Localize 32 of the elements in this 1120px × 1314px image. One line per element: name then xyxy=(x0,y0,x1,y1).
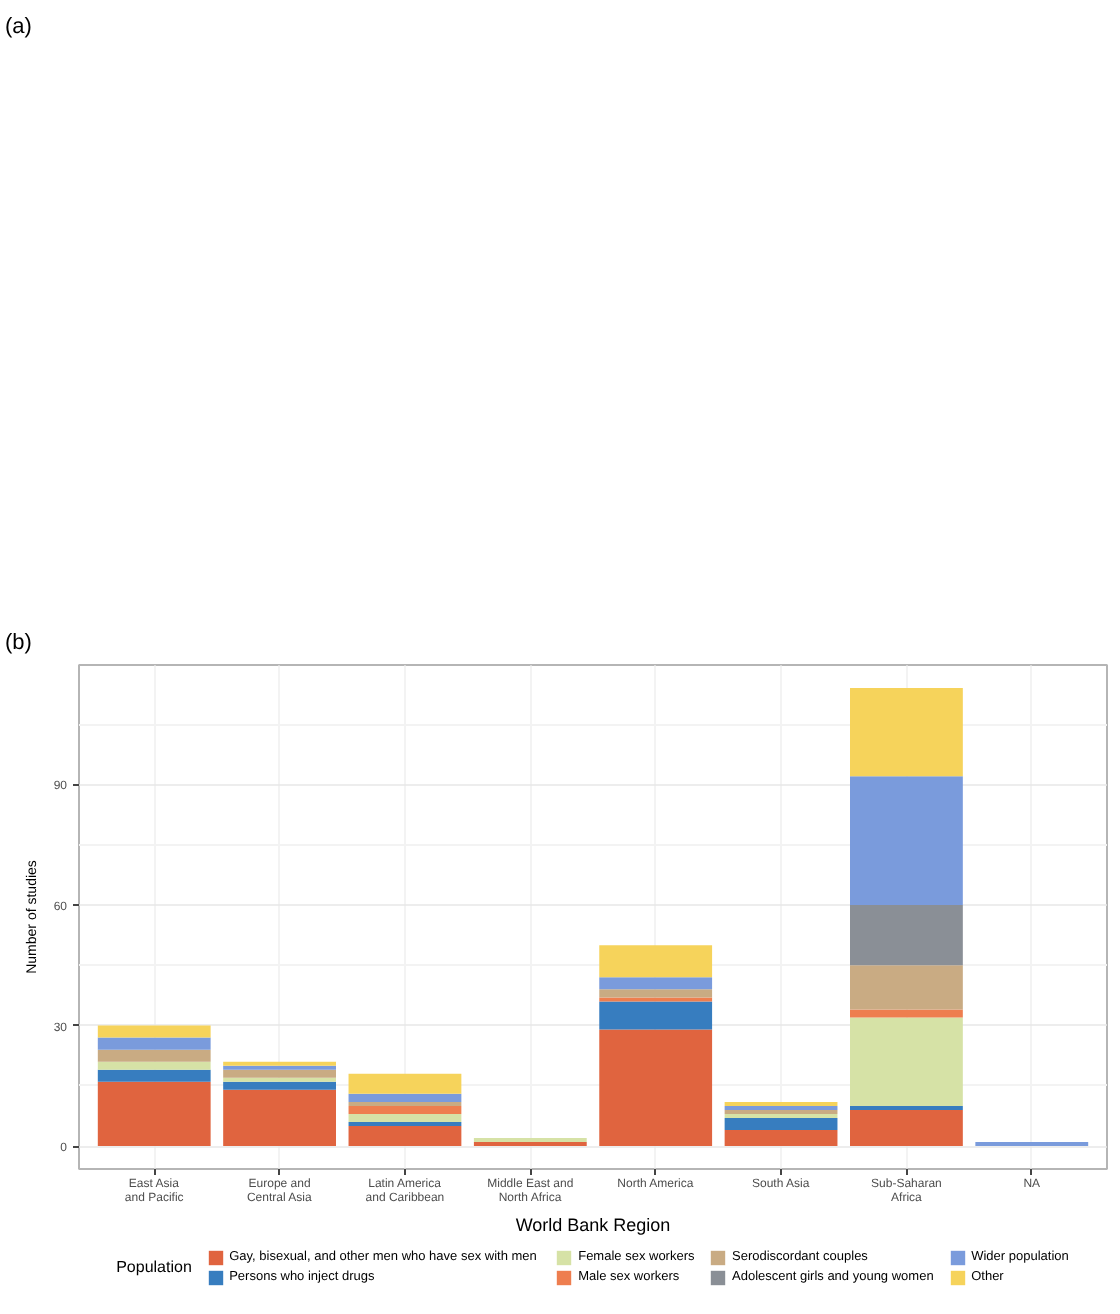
legend-title: Population xyxy=(116,1258,192,1276)
bar xyxy=(97,1081,211,1147)
bar xyxy=(223,1081,336,1090)
bar xyxy=(348,1073,462,1094)
bar xyxy=(599,989,713,998)
bar xyxy=(724,1117,838,1131)
bar xyxy=(850,687,963,777)
bar xyxy=(348,1093,462,1102)
bar xyxy=(850,1009,963,1018)
bar xyxy=(599,945,713,978)
bar xyxy=(850,1109,963,1147)
bar xyxy=(850,1017,963,1106)
chart-title: (b) xyxy=(5,631,32,655)
bar xyxy=(850,965,963,1010)
bar xyxy=(348,1126,462,1147)
bar xyxy=(223,1069,336,1078)
text: (a) xyxy=(5,15,32,39)
bar xyxy=(97,1069,211,1082)
x-axis-title: World Bank Region xyxy=(515,1215,671,1236)
bar xyxy=(348,1105,462,1114)
bar xyxy=(599,1029,713,1147)
bar xyxy=(724,1130,838,1147)
bar xyxy=(348,1113,462,1122)
bar xyxy=(97,1025,211,1038)
bar xyxy=(850,904,963,966)
bar xyxy=(223,1089,336,1147)
bar xyxy=(599,1001,713,1030)
bar xyxy=(97,1037,211,1050)
bar xyxy=(850,776,963,905)
bar xyxy=(97,1061,211,1070)
bar xyxy=(97,1049,211,1062)
bar xyxy=(599,977,713,990)
